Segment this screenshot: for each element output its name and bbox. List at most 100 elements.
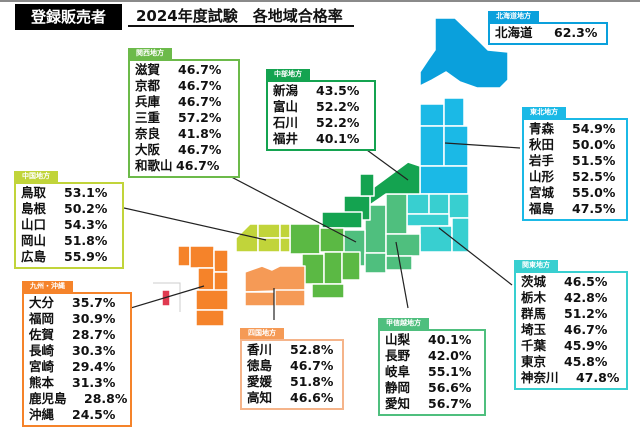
list-item: 埼玉 46.7% xyxy=(521,322,621,338)
map-kansai xyxy=(289,223,361,299)
list-item: 和歌山 46.7% xyxy=(135,158,233,174)
prefecture-name: 広島 xyxy=(21,249,47,264)
pass-rate: 47.8% xyxy=(576,370,620,385)
prefecture-name: 長崎 xyxy=(29,343,55,358)
pass-rate: 45.9% xyxy=(564,338,608,353)
pass-rate: 55.9% xyxy=(64,249,108,264)
region-box: 北海道 62.3% xyxy=(488,22,608,45)
list-item: 岐阜 55.1% xyxy=(385,364,479,380)
prefecture-name: 埼玉 xyxy=(521,322,547,337)
pass-rate: 46.7% xyxy=(178,94,222,109)
list-item: 三重 57.2% xyxy=(135,110,233,126)
prefecture-name: 岡山 xyxy=(21,233,47,248)
region-box: 鳥取 53.1% 島根 50.2% 山口 54.3% 岡山 51.8% 広島 55.9% xyxy=(14,182,124,269)
pass-rate: 46.7% xyxy=(178,78,222,93)
list-item: 兵庫 46.7% xyxy=(135,94,233,110)
pass-rate: 35.7% xyxy=(72,295,116,310)
region-tohoku: 東北地方 青森 54.9% 秋田 50.0% 岩手 51.5% 山形 52.5% 宮城 5… xyxy=(522,99,628,221)
list-item: 岡山 51.8% xyxy=(21,233,117,249)
list-item: 青森 54.9% xyxy=(529,121,621,137)
pass-rate: 46.5% xyxy=(564,274,608,289)
pass-rate: 43.5% xyxy=(316,83,360,98)
pass-rate: 52.8% xyxy=(290,342,334,357)
region-label: 九州・沖縄 xyxy=(22,281,73,292)
list-item: 京都 46.7% xyxy=(135,78,233,94)
region-box: 滋賀 46.7% 京都 46.7% 兵庫 46.7% 三重 57.2% 奈良 41.8% … xyxy=(128,59,240,178)
list-item: 鹿児島 28.8% xyxy=(29,391,127,407)
region-label: 北海道地方 xyxy=(488,11,539,22)
region-box: 青森 54.9% 秋田 50.0% 岩手 51.5% 山形 52.5% 宮城 55.0% … xyxy=(522,118,628,221)
list-item: 愛知 56.7% xyxy=(385,396,479,412)
pass-rate: 52.5% xyxy=(572,169,616,184)
list-item: 長野 42.0% xyxy=(385,348,479,364)
region-kansai: 関西地方 滋賀 46.7% 京都 46.7% 兵庫 46.7% 三重 57.2% 奈良 4… xyxy=(128,40,240,178)
list-item: 秋田 50.0% xyxy=(529,137,621,153)
region-shikoku: 四国地方 香川 52.8% 徳島 46.7% 愛媛 51.8% 高知 46.6% xyxy=(240,320,344,410)
list-item: 奈良 41.8% xyxy=(135,126,233,142)
list-item: 大分 35.7% xyxy=(29,295,125,311)
prefecture-name: 熊本 xyxy=(29,375,55,390)
prefecture-name: 徳島 xyxy=(247,358,273,373)
list-item: 福井 40.1% xyxy=(273,131,369,147)
prefecture-name: 岩手 xyxy=(529,153,555,168)
region-chubu: 中部地方 新潟 43.5% 富山 52.2% 石川 52.2% 福井 40.1% xyxy=(266,61,376,151)
region-box: 山梨 40.1% 長野 42.0% 岐阜 55.1% 静岡 56.6% 愛知 56.7% xyxy=(378,329,486,416)
region-label: 東北地方 xyxy=(522,107,566,118)
prefecture-name: 岐阜 xyxy=(385,364,411,379)
list-item: 広島 55.9% xyxy=(21,249,117,265)
pass-rate: 50.2% xyxy=(64,201,108,216)
pass-rate: 40.1% xyxy=(428,332,472,347)
pass-rate: 56.7% xyxy=(428,396,472,411)
list-item: 沖縄 24.5% xyxy=(29,407,125,423)
region-koshinetsu: 甲信越地方 山梨 40.1% 長野 42.0% 岐阜 55.1% 静岡 56.6% 愛知… xyxy=(378,310,486,416)
prefecture-name: 和歌山 xyxy=(135,158,173,173)
prefecture-name: 群馬 xyxy=(521,306,547,321)
list-item: 滋賀 46.7% xyxy=(135,62,233,78)
prefecture-name: 愛知 xyxy=(385,396,411,411)
map-hokkaido xyxy=(419,17,509,89)
pass-rate: 51.5% xyxy=(572,153,616,168)
prefecture-name: 福岡 xyxy=(29,311,55,326)
list-item: 神奈川 47.8% xyxy=(521,370,621,386)
pass-rate: 46.7% xyxy=(176,158,220,173)
prefecture-name: 秋田 xyxy=(529,137,555,152)
pass-rate: 62.3% xyxy=(554,25,598,40)
pass-rate: 46.7% xyxy=(178,142,222,157)
map-kanto xyxy=(406,193,470,253)
region-box: 香川 52.8% 徳島 46.7% 愛媛 51.8% 高知 46.6% xyxy=(240,339,344,410)
pass-rate: 29.4% xyxy=(72,359,116,374)
pass-rate: 52.2% xyxy=(316,99,360,114)
list-item: 香川 52.8% xyxy=(247,342,337,358)
pass-rate: 46.7% xyxy=(178,62,222,77)
list-item: 石川 52.2% xyxy=(273,115,369,131)
pass-rate: 54.9% xyxy=(572,121,616,136)
prefecture-name: 宮崎 xyxy=(29,359,55,374)
region-kyushu: 九州・沖縄 大分 35.7% 福岡 30.9% 佐賀 28.7% 長崎 30.3% 宮崎… xyxy=(22,273,132,427)
list-item: 静岡 56.6% xyxy=(385,380,479,396)
prefecture-name: 福島 xyxy=(529,201,555,216)
prefecture-name: 千葉 xyxy=(521,338,547,353)
list-item: 福岡 30.9% xyxy=(29,311,125,327)
list-item: 徳島 46.7% xyxy=(247,358,337,374)
list-item: 鳥取 53.1% xyxy=(21,185,117,201)
prefecture-name: 大分 xyxy=(29,295,55,310)
pass-rate: 31.3% xyxy=(72,375,116,390)
list-item: 高知 46.6% xyxy=(247,390,337,406)
prefecture-name: 宮城 xyxy=(529,185,555,200)
pass-rate: 45.8% xyxy=(564,354,608,369)
list-item: 新潟 43.5% xyxy=(273,83,369,99)
list-item: 東京 45.8% xyxy=(521,354,621,370)
page-title: 2024年度試験 各地域合格率 xyxy=(128,5,354,27)
prefecture-name: 山梨 xyxy=(385,332,411,347)
pass-rate: 42.8% xyxy=(564,290,608,305)
list-item: 茨城 46.5% xyxy=(521,274,621,290)
prefecture-name: 沖縄 xyxy=(29,407,55,422)
list-item: 佐賀 28.7% xyxy=(29,327,125,343)
list-item: 栃木 42.8% xyxy=(521,290,621,306)
pass-rate: 51.8% xyxy=(290,374,334,389)
prefecture-name: 富山 xyxy=(273,99,299,114)
region-label: 関西地方 xyxy=(128,48,172,59)
pass-rate: 30.3% xyxy=(72,343,116,358)
region-label: 四国地方 xyxy=(240,328,284,339)
